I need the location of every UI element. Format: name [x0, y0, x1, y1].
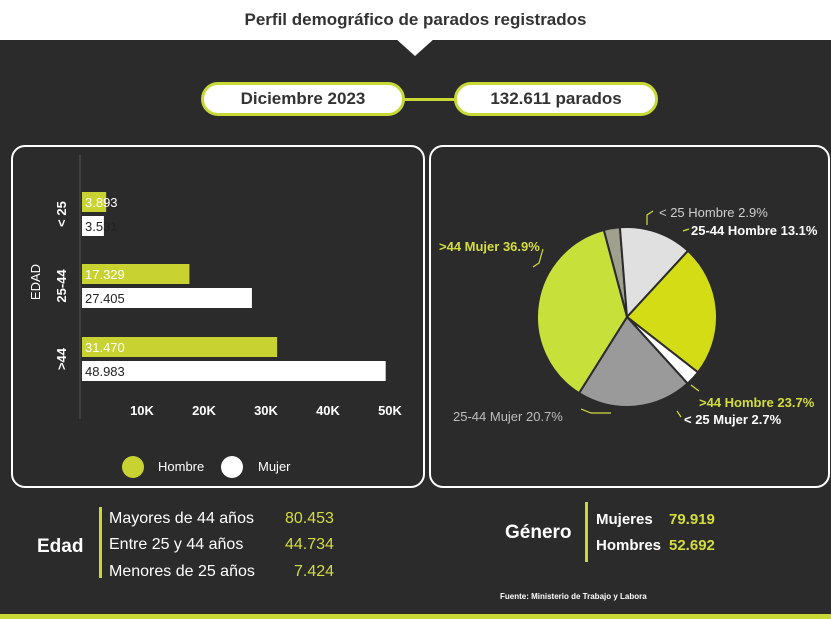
pie-leader-line [676, 410, 682, 418]
pie-leader-line [532, 248, 544, 268]
x-tick-label: 20K [192, 403, 216, 418]
legend-mujer-label: Mujer [258, 459, 291, 474]
legend-hombre-marker [122, 456, 144, 478]
header-bar: Perfil demográfico de parados registrado… [0, 0, 831, 40]
header-notch [395, 38, 435, 56]
pie-slice-label: >44 Mujer 36.9% [439, 239, 540, 254]
category-label: >44 [54, 347, 69, 370]
source-note: Fuente: Ministerio de Trabajo y Labora [500, 592, 647, 601]
edad-divider [99, 507, 102, 578]
x-tick-label: 50K [378, 403, 402, 418]
bar-value-label: 3.531 [85, 219, 118, 234]
edad-row-label: Mayores de 44 años [109, 510, 254, 527]
bar-value-label: 48.983 [85, 364, 125, 379]
category-label: < 25 [54, 201, 69, 227]
edad-row-label: Entre 25 y 44 años [109, 536, 244, 553]
pie-slice-label: 25-44 Hombre 13.1% [691, 223, 818, 238]
pill-connector [404, 98, 456, 101]
pie-leader-line [682, 228, 690, 232]
x-tick-label: 30K [254, 403, 278, 418]
bar-hombre [82, 192, 107, 212]
pie-slice-label: < 25 Mujer 2.7% [684, 412, 782, 427]
pie-chart-panel: < 25 Hombre 2.9% 25-44 Hombre 13.1% >44 Ho… [429, 145, 830, 488]
pie-leader-line [580, 408, 611, 414]
pie-slice [577, 315, 690, 408]
genero-title: Género [505, 522, 572, 543]
bar-mujer [82, 288, 252, 308]
bar-chart-panel: EDAD < 25 25-44 >44 3.893 3.531 17.329 27.405… [11, 145, 425, 488]
pie-slice-label: >44 Hombre 23.7% [699, 395, 815, 410]
x-tick-label: 40K [316, 403, 340, 418]
category-label: 25-44 [54, 269, 69, 303]
pie-slice [536, 228, 629, 395]
bar-chart: EDAD < 25 25-44 >44 3.893 3.531 17.329 27.405… [28, 155, 403, 478]
genero-row-value: 52.692 [669, 537, 715, 554]
genero-row-label: Hombres [596, 537, 662, 554]
genero-row-label: Mujeres [596, 511, 653, 528]
pie-chart: < 25 Hombre 2.9% 25-44 Hombre 13.1% >44 Ho… [439, 205, 818, 427]
bar-mujer [82, 216, 104, 236]
pie-slice [618, 226, 690, 320]
pie-leader-line [690, 384, 700, 392]
genero-divider [585, 502, 588, 562]
pie-slice-label: < 25 Hombre 2.9% [659, 205, 768, 220]
x-tick-label: 10K [130, 403, 154, 418]
legend-hombre-label: Hombre [158, 459, 204, 474]
genero-row-value: 79.919 [669, 511, 715, 528]
bar-mujer [82, 361, 386, 381]
edad-row-value: 7.424 [294, 563, 335, 580]
date-pill: Diciembre 2023 [201, 82, 405, 116]
page-title: Perfil demográfico de parados registrado… [244, 10, 587, 29]
pie-slice-label: 25-44 Mujer 20.7% [453, 409, 563, 424]
bar-value-label: 3.893 [85, 195, 118, 210]
legend-mujer-marker [221, 456, 243, 478]
footer-accent-line [0, 614, 831, 619]
bar-hombre [82, 337, 278, 357]
edad-row-label: Menores de 25 años [109, 563, 255, 580]
bar-value-label: 27.405 [85, 291, 125, 306]
bar-hombre [82, 264, 190, 284]
total-pill: 132.611 parados [454, 82, 658, 116]
pie-slice [625, 249, 718, 374]
y-axis-title: EDAD [28, 264, 43, 300]
bar-value-label: 31.470 [85, 340, 125, 355]
bar-value-label: 17.329 [85, 267, 125, 282]
edad-row-value: 80.453 [285, 510, 334, 527]
pie-leader-line [646, 210, 654, 225]
edad-row-value: 44.734 [285, 536, 334, 553]
edad-title: Edad [37, 536, 84, 557]
